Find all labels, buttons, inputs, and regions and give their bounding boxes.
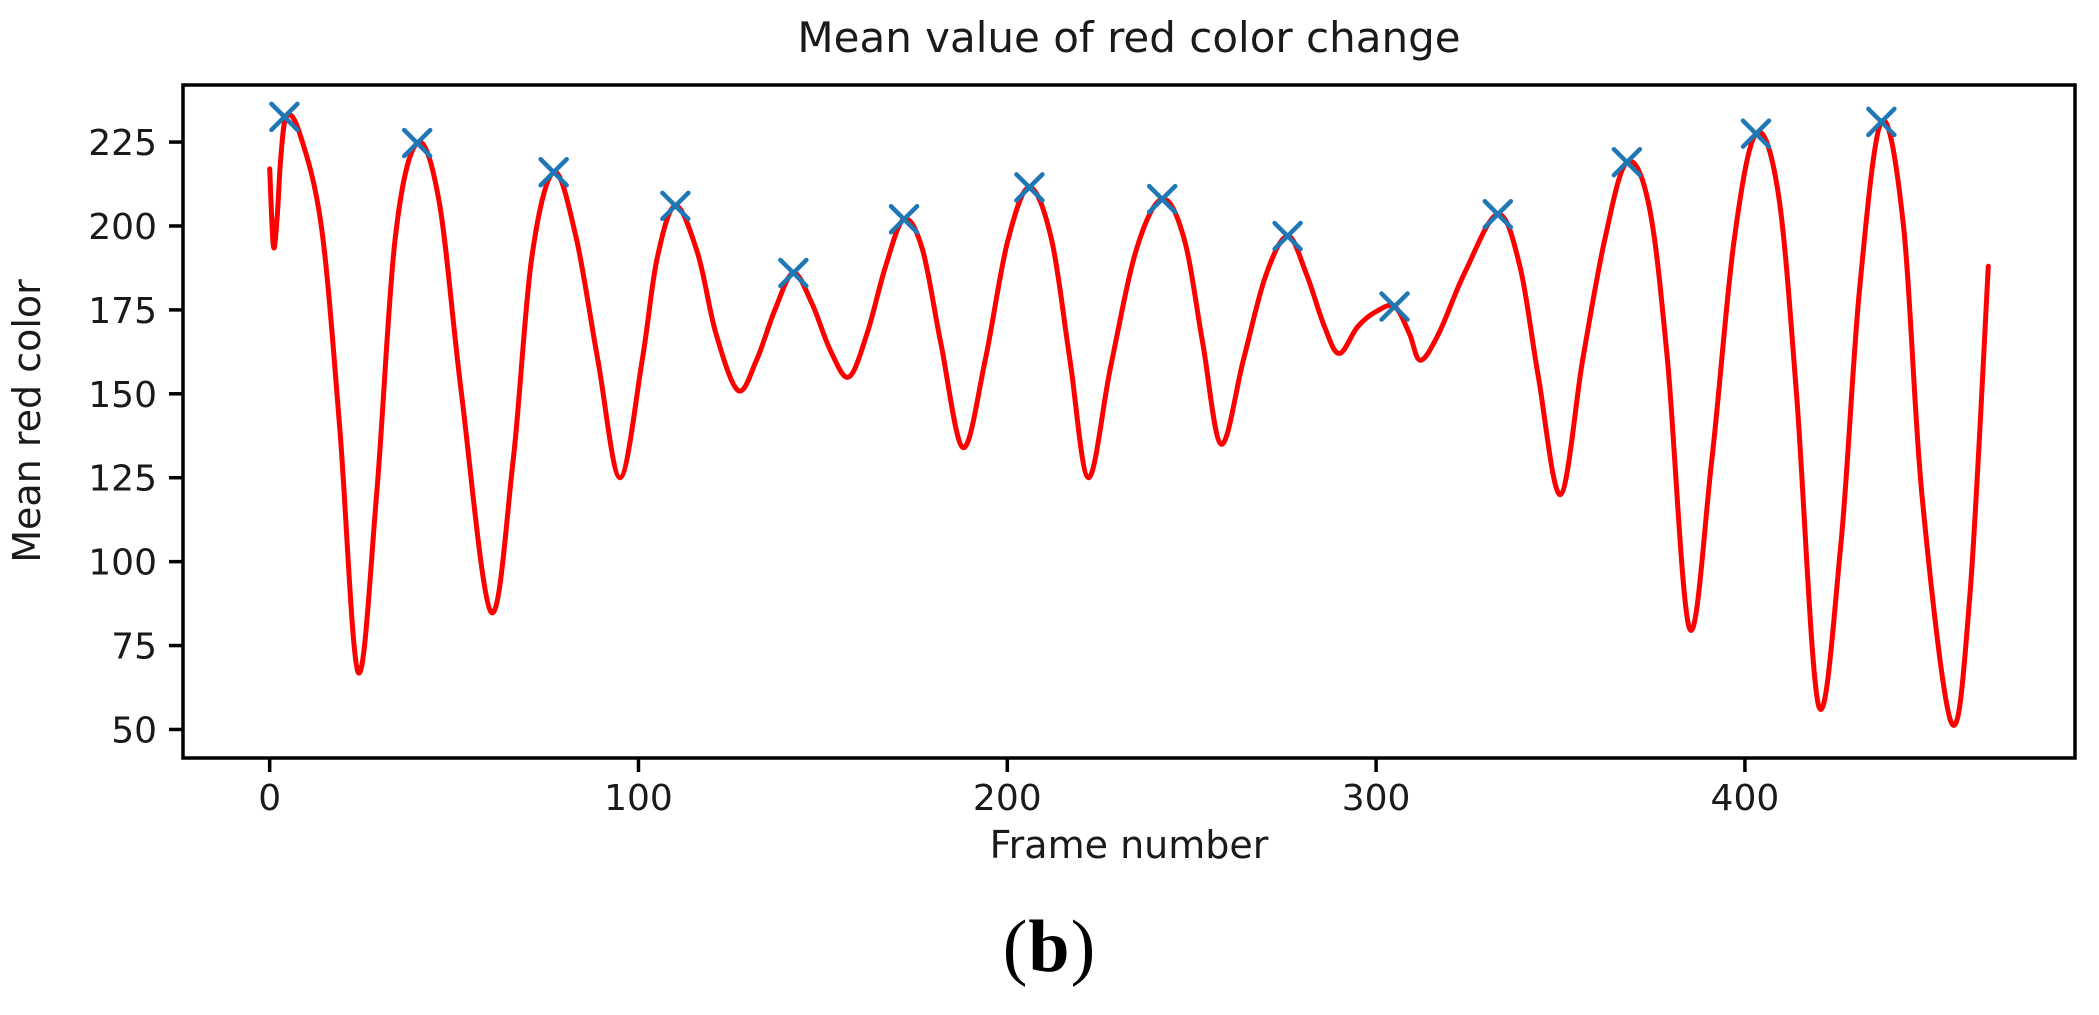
plot-border bbox=[181, 83, 2077, 760]
x-axis-label: Frame number bbox=[990, 823, 1269, 867]
series-line bbox=[267, 112, 1991, 728]
figure-caption: (b) bbox=[0, 905, 2099, 990]
y-tick-label: 175 bbox=[88, 291, 157, 332]
x-tick-label: 100 bbox=[604, 778, 673, 819]
y-tick-label: 225 bbox=[88, 123, 157, 164]
y-tick-label: 150 bbox=[88, 375, 157, 416]
peak-x-marker bbox=[538, 157, 569, 188]
peak-x-marker bbox=[1482, 198, 1514, 230]
caption-close-paren: ) bbox=[1070, 906, 1097, 988]
peak-x-marker bbox=[1379, 291, 1410, 322]
peak-markers bbox=[269, 101, 1897, 322]
x-tick-label: 300 bbox=[1342, 778, 1411, 819]
peak-x-marker bbox=[1611, 146, 1643, 178]
x-axis-ticks: 0 100 200 300 400 bbox=[258, 758, 1779, 819]
caption-letter: b bbox=[1028, 906, 1071, 988]
peak-x-marker bbox=[888, 204, 920, 235]
peak-x-marker bbox=[778, 257, 809, 289]
peak-x-marker bbox=[1146, 183, 1178, 215]
peak-x-marker bbox=[1866, 106, 1897, 138]
y-axis-ticks: 50 75 100 125 150 175 200 225 bbox=[88, 123, 183, 751]
peak-x-marker bbox=[1740, 118, 1772, 149]
x-tick-label: 400 bbox=[1711, 778, 1780, 819]
x-tick-label: 0 bbox=[258, 778, 281, 819]
y-tick-label: 125 bbox=[88, 459, 157, 500]
x-tick-label: 200 bbox=[973, 778, 1042, 819]
y-tick-label: 75 bbox=[111, 627, 157, 668]
y-tick-label: 100 bbox=[88, 543, 157, 584]
y-tick-label: 200 bbox=[88, 207, 157, 248]
peak-x-marker bbox=[660, 190, 691, 222]
y-axis-label: Mean red color bbox=[5, 279, 49, 563]
peak-x-marker bbox=[401, 127, 433, 159]
peak-x-marker bbox=[1014, 172, 1045, 203]
peak-x-marker bbox=[1272, 220, 1303, 252]
chart-title: Mean value of red color change bbox=[797, 13, 1460, 62]
y-tick-label: 50 bbox=[111, 710, 157, 751]
peak-x-marker bbox=[269, 101, 300, 133]
caption-open-paren: ( bbox=[1002, 906, 1029, 988]
